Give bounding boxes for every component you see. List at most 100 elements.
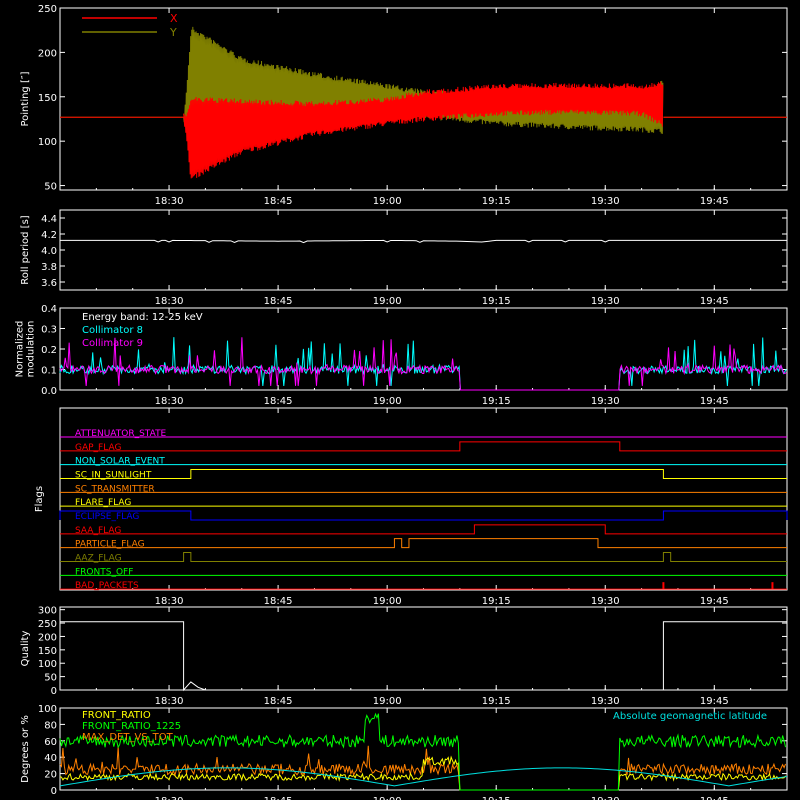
legend-label: Collimator 8 bbox=[82, 325, 143, 336]
roll-period-line bbox=[60, 239, 787, 244]
x-tick-label: 19:30 bbox=[591, 596, 620, 607]
y-tick-label: 150 bbox=[38, 93, 57, 104]
x-tick-label: 19:00 bbox=[373, 196, 402, 207]
x-tick-label: 19:15 bbox=[482, 396, 511, 407]
y-tick-label: 0.0 bbox=[41, 386, 57, 397]
energy-band-annotation: Energy band: 12-25 keV bbox=[82, 312, 203, 323]
plot-frame bbox=[59, 606, 788, 691]
legend-label: Collimator 9 bbox=[82, 338, 143, 349]
x-tick-label: 18:45 bbox=[264, 296, 293, 307]
y-tick-label: 0 bbox=[51, 686, 57, 697]
panel-1: 18:30 18:45 19:00 19:15 19:30 19:45 50 100 150 20… bbox=[20, 4, 788, 207]
y-tick-label: 50 bbox=[44, 182, 57, 193]
y-tick-label: 50 bbox=[44, 673, 57, 684]
x-tick-label: 19:45 bbox=[700, 696, 729, 707]
x-tick-label: 19:30 bbox=[591, 396, 620, 407]
x-tick-label: 19:45 bbox=[700, 596, 729, 607]
flag-label: NON_SOLAR_EVENT bbox=[75, 457, 165, 467]
x-tick-label: 19:00 bbox=[373, 696, 402, 707]
y-tick-label: 0.4 bbox=[41, 304, 57, 315]
panel-6: 18:30 18:45 19:00 19:15 19:30 19:45 0 20 40 60 80 1… bbox=[20, 704, 788, 800]
y-tick-label: 250 bbox=[38, 619, 57, 630]
y-tick-label: 4.2 bbox=[41, 230, 57, 241]
x-tick-label: 19:45 bbox=[700, 296, 729, 307]
legend-label: MAX_DET_VS_TOT bbox=[82, 732, 174, 743]
legend-label: FRONT_RATIO_1225 bbox=[82, 721, 181, 732]
x-tick-label: 19:00 bbox=[373, 296, 402, 307]
x-tick-label: 18:30 bbox=[155, 296, 184, 307]
series-X-line bbox=[183, 81, 664, 179]
flag-label: ATTENUATOR_STATE bbox=[75, 429, 167, 439]
legend-label: X bbox=[170, 12, 178, 25]
latitude-annotation: Absolute geomagnetic latitude bbox=[613, 711, 767, 722]
y-tick-label: 0 bbox=[51, 786, 57, 797]
x-tick-label: 19:15 bbox=[482, 696, 511, 707]
modulation-8-line bbox=[59, 337, 787, 391]
y-tick-label: 20 bbox=[44, 770, 57, 781]
flag-line bbox=[60, 552, 787, 562]
x-tick-label: 19:00 bbox=[373, 396, 402, 407]
flag-label: GAP_FLAG bbox=[75, 443, 121, 453]
ratio-line bbox=[59, 712, 787, 791]
panel-5: 18:30 18:45 19:00 19:15 19:30 19:45 0 50 100 150 2… bbox=[20, 606, 788, 707]
x-tick-label: 18:45 bbox=[264, 196, 293, 207]
y-tick-label: 150 bbox=[38, 646, 57, 657]
y-tick-label: 3.8 bbox=[41, 262, 57, 273]
x-tick-label: 18:30 bbox=[155, 196, 184, 207]
modulation-9-line bbox=[59, 337, 787, 391]
x-tick-label: 18:30 bbox=[155, 596, 184, 607]
y-tick-label: 200 bbox=[38, 632, 57, 643]
y-tick-label: 100 bbox=[38, 137, 57, 148]
y-axis-label: modulation bbox=[26, 321, 37, 378]
panel-4: 18:30 18:45 19:00 19:15 19:30 19:45 Flags ATTEN… bbox=[34, 407, 788, 607]
y-axis-label: Quality bbox=[20, 631, 31, 667]
quality-line bbox=[60, 621, 787, 692]
legend-label: Y bbox=[169, 26, 177, 39]
y-tick-label: 80 bbox=[44, 720, 57, 731]
x-tick-label: 18:45 bbox=[264, 396, 293, 407]
x-tick-label: 19:15 bbox=[482, 296, 511, 307]
x-tick-label: 19:45 bbox=[700, 796, 729, 800]
x-tick-label: 19:15 bbox=[482, 596, 511, 607]
y-tick-label: 300 bbox=[38, 606, 57, 617]
x-tick-label: 19:45 bbox=[700, 396, 729, 407]
plot-frame bbox=[59, 407, 788, 591]
flag-label: BAD_PACKETS bbox=[75, 581, 139, 591]
y-tick-label: 40 bbox=[44, 753, 57, 764]
x-tick-label: 19:30 bbox=[591, 696, 620, 707]
y-tick-label: 250 bbox=[38, 4, 57, 15]
x-tick-label: 19:30 bbox=[591, 796, 620, 800]
x-tick-label: 18:30 bbox=[155, 696, 184, 707]
flag-label: SAA_FLAG bbox=[75, 526, 121, 536]
x-tick-label: 19:15 bbox=[482, 196, 511, 207]
y-axis-label: Degrees or % bbox=[20, 715, 31, 783]
flag-label: ECLIPSE_FLAG bbox=[75, 512, 139, 522]
panel-3: 18:30 18:45 19:00 19:15 19:30 19:45 0.0 0.1 0.2 0… bbox=[15, 304, 788, 407]
y-tick-label: 0.2 bbox=[41, 345, 57, 356]
y-tick-label: 3.6 bbox=[41, 278, 57, 289]
x-tick-label: 18:30 bbox=[155, 796, 184, 800]
y-axis-label: Pointing [″] bbox=[20, 71, 31, 126]
y-tick-label: 100 bbox=[38, 659, 57, 670]
x-tick-label: 19:15 bbox=[482, 796, 511, 800]
flag-label: PARTICLE_FLAG bbox=[75, 540, 145, 550]
x-tick-label: 19:30 bbox=[591, 196, 620, 207]
geomagnetic-latitude-line bbox=[59, 767, 788, 787]
flag-line bbox=[60, 524, 787, 535]
x-tick-label: 19:00 bbox=[373, 796, 402, 800]
flag-label: SC_IN_SUNLIGHT bbox=[75, 471, 152, 481]
x-tick-label: 18:45 bbox=[264, 796, 293, 800]
y-tick-label: 4.4 bbox=[41, 214, 57, 225]
flag-line bbox=[60, 469, 787, 479]
flag-line bbox=[60, 538, 787, 549]
x-tick-label: 18:45 bbox=[264, 696, 293, 707]
y-axis-label: Normalized bbox=[15, 321, 26, 378]
y-tick-label: 200 bbox=[38, 48, 57, 59]
x-tick-label: 19:45 bbox=[700, 196, 729, 207]
y-axis-label: Roll period [s] bbox=[20, 215, 31, 284]
y-axis-label: Flags bbox=[34, 486, 45, 512]
x-tick-label: 19:30 bbox=[591, 296, 620, 307]
flag-label: SC_TRANSMITTER bbox=[75, 484, 155, 494]
y-tick-label: 4.0 bbox=[41, 246, 57, 257]
y-tick-label: 0.3 bbox=[41, 325, 57, 336]
